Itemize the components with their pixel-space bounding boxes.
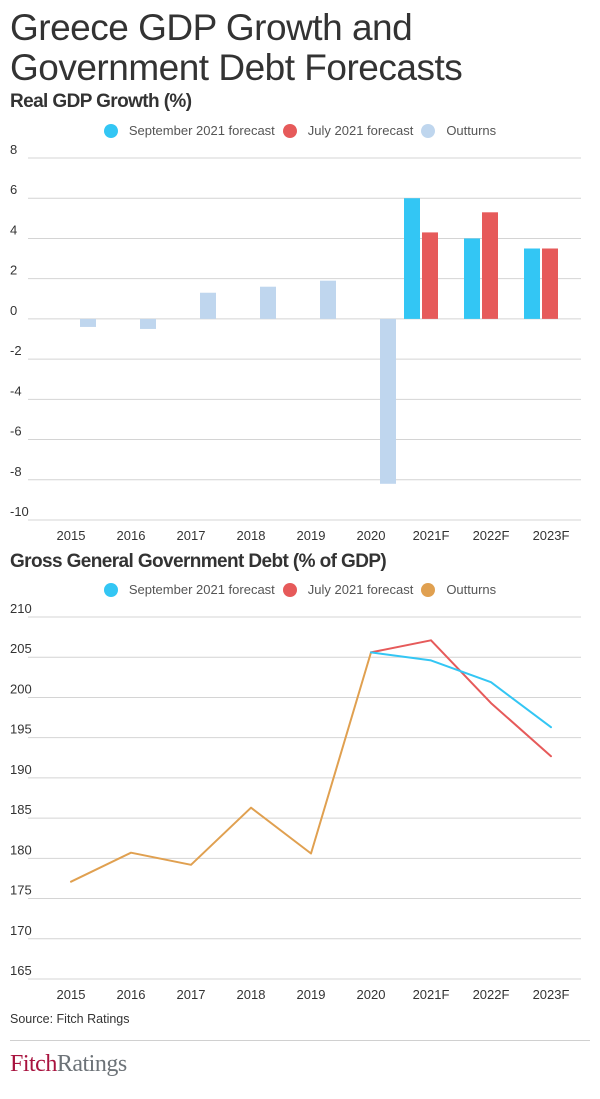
x-tick-label: 2020 (357, 987, 386, 1002)
legend-label-outturns: Outturns (446, 582, 497, 597)
y-tick-label: 170 (10, 923, 32, 938)
line-outturns (70, 651, 372, 883)
y-tick-label: 175 (10, 883, 32, 898)
source-note: Source: Fitch Ratings (10, 1012, 130, 1026)
x-tick-label: 2022F (473, 987, 510, 1002)
legend-label-september: September 2021 forecast (128, 582, 275, 597)
legend-swatch-outturns (421, 123, 436, 138)
x-tick-label: 2019 (297, 987, 326, 1002)
gdp-bar-chart: 8 6 4 2 0 -2 -4 -6 -8 -10 2015 2016 2017 2018 2019 2020… (10, 142, 581, 540)
y-tick-label: 8 (10, 142, 17, 157)
legend-swatch-september (103, 582, 118, 597)
legend-swatch-september (103, 123, 118, 138)
x-tick-label: 2018 (237, 987, 266, 1002)
legend-item-outturns[interactable]: Outturns (421, 123, 496, 138)
bar-september-forecast (464, 238, 480, 319)
y-tick-label: 200 (10, 681, 32, 696)
bar-july-forecast (422, 232, 438, 319)
y-tick-label: -10 (10, 504, 29, 519)
y-tick-label: 6 (10, 182, 17, 197)
bar-outturn (200, 292, 216, 319)
bar-outturn (320, 280, 336, 319)
bar-july-forecast (542, 248, 558, 319)
bar-september-forecast (524, 248, 540, 319)
legend-swatch-outturns (421, 582, 436, 597)
fitch-ratings-logo: FitchRatings (10, 1051, 127, 1078)
y-tick-label: 4 (10, 222, 17, 237)
title-line-1: Greece GDP Growth and (10, 7, 413, 48)
gdp-legend: September 2021 forecast July 2021 foreca… (0, 123, 600, 138)
x-tick-label: 2021F (413, 987, 450, 1002)
x-tick-label: 2018 (237, 528, 266, 540)
bar-outturn (380, 318, 396, 484)
bar-july-forecast (482, 212, 498, 319)
legend-label-outturns: Outturns (446, 123, 497, 138)
y-tick-label: 210 (10, 601, 32, 616)
y-tick-label: 185 (10, 802, 32, 817)
x-tick-label: 2016 (117, 987, 146, 1002)
gdp-chart-title: Real GDP Growth (%) (10, 91, 192, 112)
x-tick-label: 2017 (177, 987, 206, 1002)
y-tick-label: -2 (10, 343, 22, 358)
bar-outturn (140, 318, 156, 329)
x-tick-label: 2019 (297, 528, 326, 540)
x-tick-label: 2023F (533, 528, 570, 540)
legend-swatch-july (282, 582, 297, 597)
y-tick-label: 205 (10, 641, 32, 656)
x-tick-label: 2016 (117, 528, 146, 540)
logo-ratings: Ratings (56, 1051, 127, 1077)
bar-outturn (80, 318, 96, 327)
legend-label-september: September 2021 forecast (128, 123, 275, 138)
debt-legend: September 2021 forecast July 2021 foreca… (0, 582, 600, 597)
logo-fitch: Fitch (10, 1051, 57, 1077)
x-tick-label: 2022F (473, 528, 510, 540)
x-tick-label: 2015 (57, 528, 86, 540)
bar-september-forecast (404, 198, 420, 319)
x-tick-label: 2021F (413, 528, 450, 540)
y-tick-label: 165 (10, 963, 32, 978)
y-tick-label: 0 (10, 303, 17, 318)
line-september-forecast (370, 651, 552, 729)
debt-line-chart: 210 205 200 195 190 185 180 175 170 165 2015 2016 20… (10, 601, 581, 1002)
y-tick-label: -8 (10, 464, 22, 479)
x-tick-label: 2023F (533, 987, 570, 1002)
x-tick-label: 2020 (357, 528, 386, 540)
y-tick-label: 195 (10, 722, 32, 737)
legend-item-july[interactable]: July 2021 forecast (282, 123, 414, 138)
legend-swatch-july (282, 123, 297, 138)
bar-outturn (260, 286, 276, 319)
y-tick-label: -4 (10, 383, 22, 398)
legend-item-september[interactable]: September 2021 forecast (103, 582, 275, 597)
debt-chart-title: Gross General Government Debt (% of GDP) (10, 551, 387, 572)
legend-label-july: July 2021 forecast (307, 123, 414, 138)
page-title: Greece GDP Growth and Government Debt Fo… (10, 7, 463, 88)
y-tick-label: 190 (10, 762, 32, 777)
legend-item-july[interactable]: July 2021 forecast (282, 582, 414, 597)
legend-item-outturns[interactable]: Outturns (421, 582, 496, 597)
y-tick-label: -6 (10, 424, 22, 439)
x-tick-label: 2017 (177, 528, 206, 540)
y-tick-label: 180 (10, 842, 32, 857)
legend-label-july: July 2021 forecast (307, 582, 414, 597)
title-line-2: Government Debt Forecasts (10, 47, 463, 88)
legend-item-september[interactable]: September 2021 forecast (103, 123, 275, 138)
x-tick-label: 2015 (57, 987, 86, 1002)
y-tick-label: 2 (10, 263, 17, 278)
footer-divider (10, 1040, 590, 1041)
